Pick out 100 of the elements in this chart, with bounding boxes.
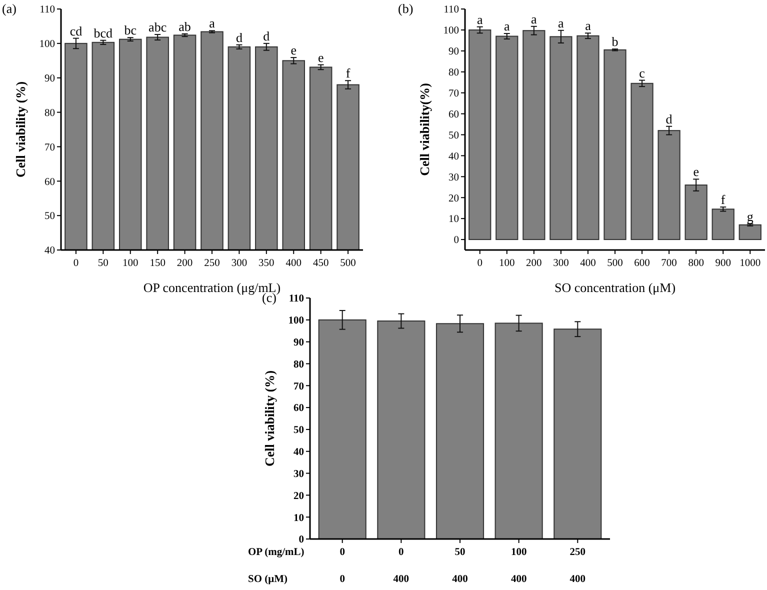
- annotation: a: [476, 12, 483, 27]
- y-tick-label: 30: [294, 468, 304, 480]
- y-tick-label: 20: [448, 193, 459, 204]
- x-tick-label: 150: [150, 258, 166, 269]
- x-tick-label: 350: [258, 258, 274, 269]
- bar: [630, 82, 654, 240]
- y-tick-label: 30: [448, 172, 459, 184]
- y-tick-label: 110: [288, 294, 304, 305]
- y-tick-label: 90: [294, 337, 304, 348]
- y-tick-label: 80: [294, 359, 304, 370]
- x-tick-label: 400: [286, 258, 302, 269]
- annotation: f: [346, 66, 351, 81]
- y-tick-label: 90: [448, 46, 459, 58]
- bar: [712, 208, 734, 240]
- y-tick-label: 70: [44, 142, 55, 154]
- x-tick-label: 900: [715, 258, 731, 269]
- x-tick-label: 100: [122, 258, 138, 269]
- annotation: d: [236, 30, 243, 45]
- y-tick-label: 100: [39, 39, 55, 50]
- annotation: b: [612, 34, 618, 50]
- y-axis-title: Cell viability (%): [13, 81, 28, 178]
- text: OP (mg/mL) SO (μM): [248, 547, 304, 585]
- bar: [522, 30, 546, 240]
- y-tick-label: 80: [448, 68, 459, 79]
- x-tick-label: 0: [73, 258, 79, 269]
- annotation: bc: [124, 22, 137, 38]
- y-tick-label: 60: [448, 109, 459, 120]
- x-tick-label: 800: [688, 258, 704, 269]
- chart-title: (a): [2, 1, 16, 16]
- y-tick-label: 70: [294, 381, 304, 392]
- annotation: cd: [70, 23, 83, 38]
- x-tick-label: 200: [526, 258, 542, 269]
- category-label: 250 400: [570, 547, 586, 585]
- y-tick-label: 40: [44, 246, 55, 257]
- y-tick-label: 70: [448, 88, 459, 100]
- y-tick-label: 100: [443, 26, 459, 37]
- category-label: 50 400: [452, 547, 468, 585]
- annotation: abc: [148, 19, 167, 34]
- x-tick-label: 100: [499, 258, 515, 269]
- x-tick-label: 300: [231, 258, 248, 269]
- annotation: e: [693, 164, 700, 180]
- y-tick-label: 40: [294, 447, 304, 458]
- y-tick-label: 110: [444, 4, 459, 16]
- x-tick-label: 300: [553, 258, 569, 269]
- x-tick-label: 50: [98, 258, 108, 269]
- x-tick-label: 700: [661, 258, 677, 269]
- bar: [738, 224, 762, 240]
- annotation: a: [209, 16, 216, 31]
- y-tick-label: 50: [294, 425, 304, 436]
- x-axis-title: SO concentration (μM): [554, 280, 676, 295]
- category-label: 0 400: [393, 547, 410, 585]
- annotation: a: [585, 18, 592, 34]
- annotation: c: [639, 65, 646, 80]
- bar: [604, 49, 626, 240]
- x-tick-label: 200: [176, 258, 193, 269]
- y-tick-label: 110: [40, 4, 55, 16]
- annotation: g: [746, 208, 754, 224]
- annotation: bcd: [94, 25, 114, 40]
- y-tick-label: 0: [298, 534, 304, 546]
- category-label: 0 0: [340, 547, 345, 585]
- bar: [496, 36, 518, 240]
- y-tick-label: 20: [294, 490, 304, 502]
- annotation: ab: [178, 18, 191, 34]
- x-tick-label: 500: [607, 258, 623, 269]
- y-tick-label: 0: [454, 235, 459, 246]
- bar: [468, 29, 492, 240]
- y-tick-label: 100: [288, 316, 304, 327]
- annotation: d: [263, 28, 270, 44]
- y-tick-label: 80: [44, 108, 55, 119]
- bar: [550, 36, 572, 240]
- chart-title: (b): [398, 1, 414, 16]
- annotation: a: [504, 18, 510, 34]
- annotation: f: [720, 192, 726, 208]
- x-axis-title: OP concentration (μg/mL): [143, 280, 281, 295]
- x-tick-label: 400: [580, 258, 596, 269]
- annotation: a: [558, 15, 564, 30]
- category-label: 100 400: [510, 547, 527, 585]
- y-tick-label: 10: [294, 512, 304, 524]
- annotation: d: [666, 111, 673, 126]
- y-tick-label: 10: [448, 214, 459, 226]
- annotation: e: [318, 50, 324, 65]
- y-axis-title: Cell viability(%): [417, 83, 432, 176]
- annotation: e: [290, 42, 297, 58]
- y-tick-label: 60: [44, 176, 55, 188]
- x-tick-label: 500: [340, 258, 356, 269]
- bar: [576, 35, 600, 240]
- x-tick-label: 1000: [740, 258, 761, 269]
- x-tick-label: 600: [634, 258, 650, 269]
- y-tick-label: 50: [448, 130, 459, 142]
- bar: [684, 184, 708, 240]
- bar: [658, 130, 680, 240]
- annotation: a: [531, 11, 538, 26]
- y-tick-label: 50: [44, 211, 55, 222]
- x-tick-label: 250: [204, 258, 220, 269]
- y-tick-label: 90: [44, 74, 55, 85]
- y-axis-title: Cell viability (%): [262, 370, 277, 467]
- y-tick-label: 60: [294, 403, 304, 414]
- x-tick-label: 0: [477, 258, 482, 269]
- x-tick-label: 450: [312, 258, 329, 269]
- y-tick-label: 40: [448, 151, 459, 162]
